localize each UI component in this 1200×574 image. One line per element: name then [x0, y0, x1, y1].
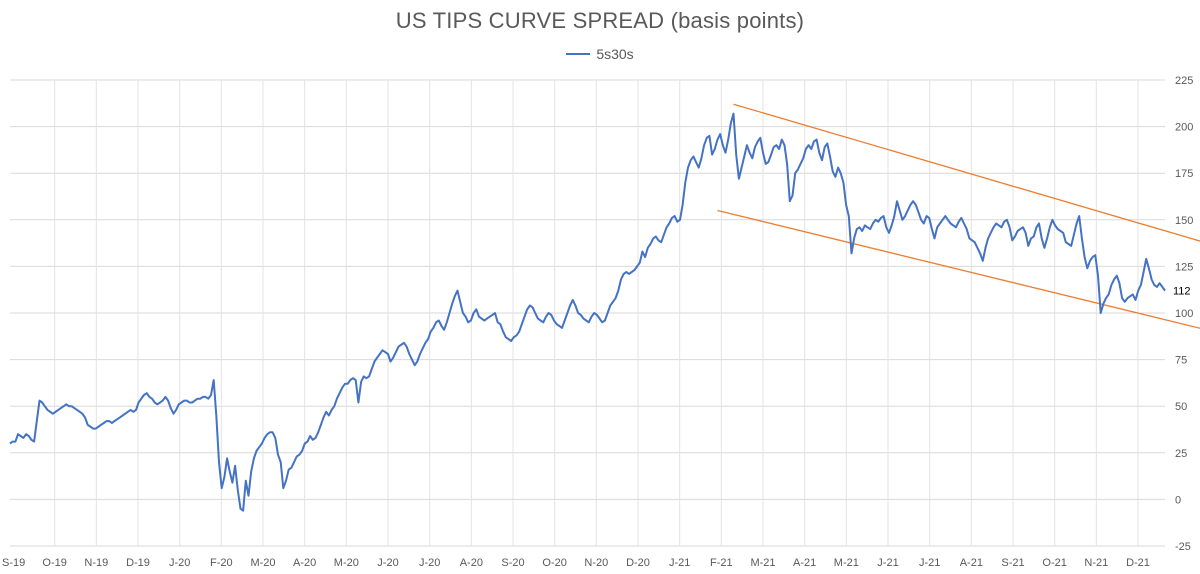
- x-tick-label: F-20: [210, 557, 233, 569]
- x-gridlines: [54, 80, 1139, 546]
- x-tick-label: S-19: [2, 557, 25, 569]
- legend-swatch: [566, 53, 591, 56]
- x-tick-label: M-20: [334, 557, 359, 569]
- x-tick-label: D-20: [626, 557, 650, 569]
- y-tick-label: 25: [1175, 448, 1187, 460]
- x-tick-label: J-20: [419, 557, 440, 569]
- x-tick-label: O-21: [1042, 557, 1066, 569]
- y-tick-label: 0: [1175, 494, 1181, 506]
- trend-channel: [717, 103, 1200, 329]
- x-tick-label: A-21: [960, 557, 983, 569]
- x-tick-label: J-20: [377, 557, 398, 569]
- x-tick-label: J-21: [877, 557, 898, 569]
- y-tick-label: 125: [1175, 261, 1193, 273]
- last-value-label: 112: [1173, 286, 1191, 298]
- x-tick-label: M-20: [250, 557, 275, 569]
- x-tick-label: M-21: [834, 557, 859, 569]
- x-tick-label: D-19: [126, 557, 150, 569]
- x-tick-label: A-20: [293, 557, 316, 569]
- legend: 5s30s: [0, 46, 1200, 62]
- x-tick-label: N-21: [1084, 557, 1108, 569]
- y-axis: -25 0 25 50 75 100 125 150 175 200 225: [1175, 75, 1193, 553]
- y-tick-label: 225: [1175, 75, 1193, 87]
- y-tick-label: 175: [1175, 168, 1193, 180]
- y-tick-label: -25: [1175, 541, 1191, 553]
- y-tick-label: 100: [1175, 308, 1193, 320]
- x-tick-label: O-20: [542, 557, 566, 569]
- x-tick-label: A-21: [793, 557, 816, 569]
- x-tick-label: J-21: [669, 557, 690, 569]
- x-tick-label: F-21: [710, 557, 733, 569]
- gridlines: [10, 79, 1165, 547]
- chart-title: US TIPS CURVE SPREAD (basis points): [395, 8, 805, 33]
- y-tick-label: 75: [1175, 355, 1187, 367]
- y-tick-label: 200: [1175, 122, 1193, 134]
- x-tick-label: N-19: [84, 557, 108, 569]
- x-axis: S-19 O-19 N-19 D-19 J-20 F-20 M-20 A-20 M-20 J-20…: [2, 557, 1150, 569]
- y-tick-label: 150: [1175, 215, 1193, 227]
- trend-line-upper: [733, 103, 1200, 242]
- x-tick-label: J-20: [169, 557, 190, 569]
- labels: 112: [1173, 286, 1191, 298]
- trend-line-lower: [717, 209, 1200, 329]
- x-tick-label: J-21: [919, 557, 940, 569]
- x-tick-label: N-20: [584, 557, 608, 569]
- legend-label: 5s30s: [596, 46, 634, 62]
- series-layer: [9, 112, 1166, 512]
- y-tick-label: 50: [1175, 401, 1187, 413]
- x-tick-label: A-20: [460, 557, 483, 569]
- x-tick-label: S-20: [501, 557, 524, 569]
- series-line-5s30s: [9, 112, 1166, 512]
- x-tick-label: O-19: [42, 557, 66, 569]
- x-tick-label: S-21: [1001, 557, 1024, 569]
- x-tick-label: D-21: [1126, 557, 1150, 569]
- x-tick-label: M-21: [750, 557, 775, 569]
